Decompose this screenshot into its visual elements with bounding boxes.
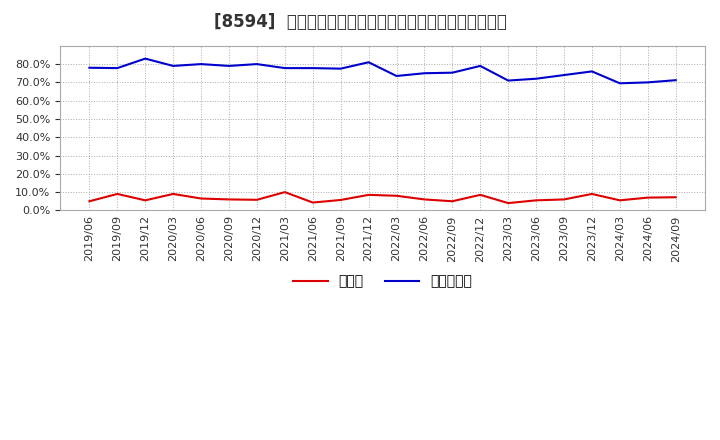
有利子負債 [336,66,345,71]
現頲金 [588,191,596,197]
有利子負債 [308,66,317,71]
有利子負債 [281,66,289,71]
現頲金 [169,191,178,197]
有利子負債 [364,60,373,65]
Text: [8594]  現頲金、有利子負債の総資産に対する比率の推移: [8594] 現頲金、有利子負債の総資産に対する比率の推移 [214,13,506,31]
現頲金 [364,192,373,198]
有利子負債 [671,77,680,83]
現頲金 [504,201,513,206]
現頲金 [616,198,624,203]
有利子負債 [253,62,261,67]
現頲金 [308,200,317,205]
有利子負債 [448,70,456,75]
Line: 現頲金: 現頲金 [89,192,675,203]
有利子負債 [225,63,233,69]
現頲金 [85,198,94,204]
現頲金 [448,198,456,204]
現頲金 [253,197,261,202]
現頲金 [671,194,680,200]
有利子負債 [141,56,150,61]
有利子負債 [559,73,568,78]
有利子負債 [476,63,485,69]
有利子負債 [616,81,624,86]
現頲金 [281,190,289,195]
有利子負債 [644,80,652,85]
現頲金 [476,192,485,198]
現頲金 [559,197,568,202]
現頲金 [141,198,150,203]
現頲金 [644,195,652,200]
有利子負債 [113,66,122,71]
有利子負債 [392,73,401,79]
現頲金 [392,193,401,198]
現頲金 [113,191,122,197]
現頲金 [336,197,345,202]
有利子負債 [197,62,205,67]
有利子負債 [169,63,178,69]
有利子負債 [588,69,596,74]
有利子負債 [85,65,94,70]
現頲金 [532,198,541,203]
有利子負債 [420,70,428,76]
現頲金 [225,197,233,202]
現頲金 [420,197,428,202]
有利子負債 [504,78,513,83]
Legend: 現頲金, 有利子負債: 現頲金, 有利子負債 [287,269,478,294]
Line: 有利子負債: 有利子負債 [89,59,675,83]
現頲金 [197,196,205,201]
有利子負債 [532,76,541,81]
